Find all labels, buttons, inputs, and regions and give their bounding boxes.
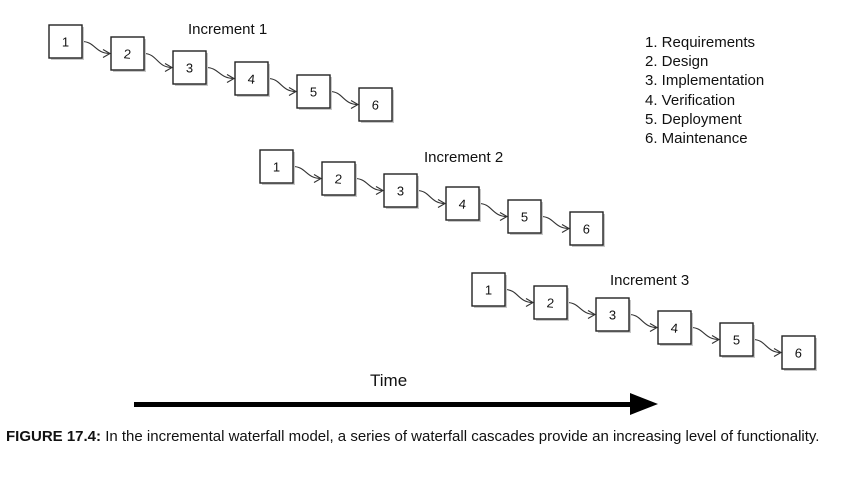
- phase-box: 5: [296, 74, 332, 110]
- phase-number: 3: [186, 61, 193, 76]
- legend-item: 4. Verification: [645, 91, 736, 109]
- flow-connector: [292, 165, 322, 180]
- connector-arrowhead: [164, 63, 174, 72]
- phase-box: 5: [719, 322, 755, 358]
- phase-number: 4: [458, 196, 467, 212]
- phase-number: 2: [334, 171, 343, 187]
- increment-1-cascade: Increment 1 1 2 3 4 5 6: [48, 21, 394, 123]
- flow-connector: [478, 202, 508, 218]
- phase-number: 5: [733, 333, 740, 348]
- connector-arrowhead: [525, 298, 535, 307]
- phase-box: 3: [172, 50, 208, 86]
- phase-number: 5: [521, 210, 528, 225]
- increment-label: Increment 2: [424, 149, 503, 166]
- phase-number: 3: [397, 184, 404, 199]
- legend-item: 2. Design: [645, 53, 709, 71]
- phase-number: 3: [609, 308, 616, 323]
- phase-box: 2: [321, 161, 357, 197]
- increment-2-cascade: Increment 2 1 2 3 4 5 6: [259, 149, 605, 247]
- connector-arrowhead: [375, 186, 385, 195]
- connector-arrowhead: [649, 323, 659, 332]
- phase-number: 2: [123, 46, 132, 62]
- caption-text: In the incremental waterfall model, a se…: [101, 428, 820, 445]
- phase-legend: 1. Requirements 2. Design 3. Implementat…: [645, 33, 764, 148]
- phase-number: 1: [273, 160, 280, 175]
- flow-connector: [416, 189, 446, 205]
- time-arrow-shaft: [134, 402, 634, 407]
- phase-number: 6: [582, 221, 591, 237]
- phase-box: 6: [358, 87, 394, 123]
- time-arrow-head: [630, 393, 658, 415]
- phase-box: 4: [445, 186, 481, 222]
- phase-box: 6: [781, 335, 817, 371]
- phase-number: 4: [247, 71, 256, 87]
- phase-box: 3: [595, 297, 631, 333]
- figure-caption: FIGURE 17.4: In the incremental waterfal…: [6, 427, 848, 447]
- phase-number: 5: [310, 85, 317, 100]
- flow-connector: [690, 326, 720, 341]
- connector-arrowhead: [499, 212, 509, 221]
- flow-connector: [354, 177, 384, 192]
- legend-item: 1. Requirements: [645, 34, 756, 51]
- figure-number: FIGURE 17.4:: [6, 428, 102, 445]
- phase-box: 5: [507, 199, 543, 235]
- flow-connector: [143, 52, 173, 69]
- connector-arrowhead: [288, 87, 298, 96]
- phase-number: 2: [546, 295, 555, 311]
- phase-box: 1: [259, 149, 295, 185]
- flow-connector: [329, 90, 359, 106]
- legend-item: 3. Implementation: [645, 72, 765, 90]
- legend-item: 6. Maintenance: [645, 130, 748, 148]
- connector-arrowhead: [587, 310, 597, 319]
- flow-connector: [628, 313, 658, 329]
- phase-box: 1: [48, 24, 84, 60]
- flow-connector: [752, 338, 782, 354]
- phase-box: 1: [471, 272, 507, 308]
- flow-connector: [504, 288, 534, 304]
- phase-number: 1: [485, 283, 492, 298]
- phase-box: 2: [533, 285, 569, 321]
- connector-arrowhead: [350, 100, 360, 109]
- phase-box: 3: [383, 173, 419, 209]
- connector-arrowhead: [226, 74, 236, 83]
- connector-arrowhead: [437, 199, 447, 208]
- connector-arrowhead: [773, 348, 783, 357]
- connector-arrowhead: [102, 49, 112, 58]
- increment-3-cascade: Increment 3 1 2 3 4 5 6: [471, 272, 817, 371]
- connector-arrowhead: [711, 335, 721, 344]
- connector-arrowhead: [561, 224, 571, 233]
- phase-box: 6: [569, 211, 605, 247]
- legend-item: 5. Deployment: [645, 110, 742, 128]
- flow-connector: [81, 40, 111, 55]
- flow-connector: [205, 66, 235, 80]
- increment-label: Increment 3: [610, 272, 689, 289]
- flow-connector: [566, 301, 596, 316]
- phase-box: 4: [657, 310, 693, 346]
- phase-number: 4: [670, 320, 679, 336]
- phase-number: 6: [371, 97, 380, 113]
- flow-connector: [267, 77, 297, 93]
- connector-arrowhead: [313, 174, 323, 183]
- flow-connector: [540, 215, 570, 230]
- increment-label: Increment 1: [188, 21, 267, 38]
- phase-number: 6: [794, 345, 803, 361]
- phase-box: 4: [234, 61, 270, 97]
- phase-number: 1: [62, 35, 69, 50]
- phase-box: 2: [110, 36, 146, 72]
- time-axis-label: Time: [370, 371, 408, 390]
